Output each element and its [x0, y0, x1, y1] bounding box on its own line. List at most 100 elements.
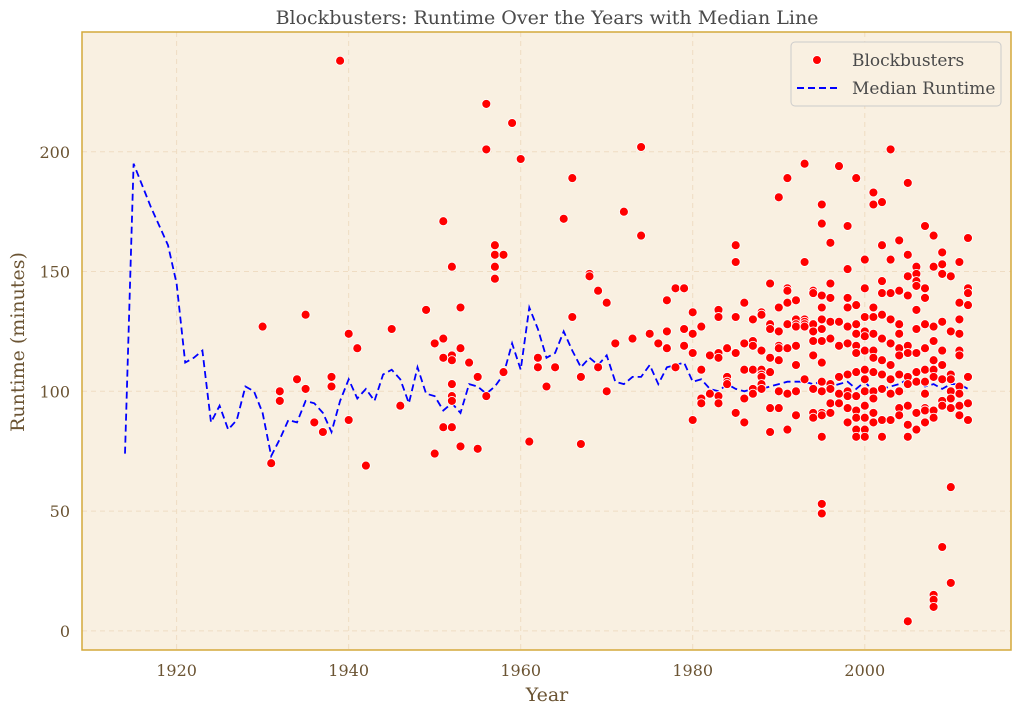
x-axis-label: Year: [525, 684, 569, 706]
data-point: [816, 498, 827, 509]
data-point: [773, 403, 784, 414]
data-point: [937, 268, 948, 279]
data-point: [842, 338, 853, 349]
data-point: [446, 395, 457, 406]
data-point: [808, 350, 819, 361]
data-point: [464, 357, 475, 368]
data-point: [825, 383, 836, 394]
data-point: [661, 326, 672, 337]
data-point: [446, 422, 457, 433]
data-point: [885, 144, 896, 155]
data-point: [739, 393, 750, 404]
y-tick-label: 0: [60, 622, 70, 641]
data-point: [851, 412, 862, 423]
data-point: [687, 328, 698, 339]
data-point: [825, 292, 836, 303]
data-point: [765, 367, 776, 378]
data-point: [885, 254, 896, 265]
data-point: [877, 415, 887, 425]
data-point: [842, 292, 853, 303]
data-point: [799, 374, 810, 385]
data-point: [963, 233, 973, 243]
data-point: [816, 324, 827, 334]
data-point: [911, 424, 922, 435]
data-point: [920, 364, 930, 375]
data-point: [816, 290, 827, 301]
data-point: [601, 297, 612, 308]
data-point: [851, 173, 862, 184]
data-point: [343, 415, 354, 425]
data-point: [661, 343, 672, 354]
data-point: [954, 350, 965, 361]
data-point: [894, 328, 905, 339]
data-point: [954, 297, 965, 308]
x-tick-label: 1960: [500, 661, 541, 680]
data-point: [575, 439, 586, 449]
data-point: [928, 321, 939, 332]
data-point: [868, 328, 879, 339]
data-point: [894, 386, 905, 397]
data-point: [782, 173, 793, 184]
data-point: [902, 616, 913, 627]
data-point: [816, 218, 827, 229]
data-point: [902, 177, 913, 188]
data-point: [816, 431, 827, 442]
data-point: [575, 371, 586, 382]
data-point: [765, 278, 776, 289]
data-point: [842, 321, 853, 332]
data-point: [920, 343, 930, 354]
data-point: [877, 333, 887, 344]
data-point: [713, 312, 724, 322]
data-point: [902, 271, 913, 282]
data-point: [773, 302, 784, 313]
data-point: [584, 271, 595, 282]
data-point: [593, 285, 604, 296]
data-point: [704, 388, 715, 399]
data-point: [799, 158, 810, 169]
data-point: [885, 415, 896, 425]
data-point: [877, 383, 887, 394]
data-point: [928, 261, 939, 272]
y-tick-label: 150: [39, 263, 70, 282]
data-point: [937, 400, 948, 411]
data-point: [765, 324, 776, 334]
y-axis-ticks: 0 50 100 150 200: [39, 143, 70, 641]
data-point: [842, 391, 853, 402]
data-point: [791, 340, 801, 351]
data-point: [739, 364, 750, 375]
data-point: [791, 321, 801, 332]
data-point: [816, 376, 827, 387]
data-point: [868, 367, 879, 378]
data-point: [335, 55, 346, 66]
data-point: [808, 288, 819, 299]
data-point: [920, 319, 930, 330]
scatter-points: [257, 55, 973, 627]
data-point: [859, 400, 870, 411]
legend-box: [790, 41, 1002, 107]
data-point: [791, 386, 801, 397]
data-point: [885, 338, 896, 349]
data-point: [954, 400, 965, 411]
data-point: [326, 381, 337, 392]
data-point: [963, 300, 973, 311]
data-point: [911, 324, 922, 334]
data-point: [816, 357, 827, 368]
data-point: [894, 369, 905, 380]
data-point: [859, 331, 870, 342]
x-tick-label: 1980: [672, 661, 713, 680]
data-point: [945, 326, 956, 337]
data-point: [455, 302, 466, 313]
data-point: [928, 412, 939, 423]
data-point: [842, 221, 853, 231]
data-point: [782, 285, 793, 296]
data-point: [911, 407, 922, 418]
data-point: [343, 328, 354, 339]
data-point: [446, 379, 457, 390]
data-point: [868, 417, 879, 428]
data-point: [679, 283, 690, 294]
data-point: [851, 348, 862, 358]
data-point: [877, 197, 887, 208]
data-point: [834, 371, 844, 382]
data-point: [808, 383, 819, 394]
